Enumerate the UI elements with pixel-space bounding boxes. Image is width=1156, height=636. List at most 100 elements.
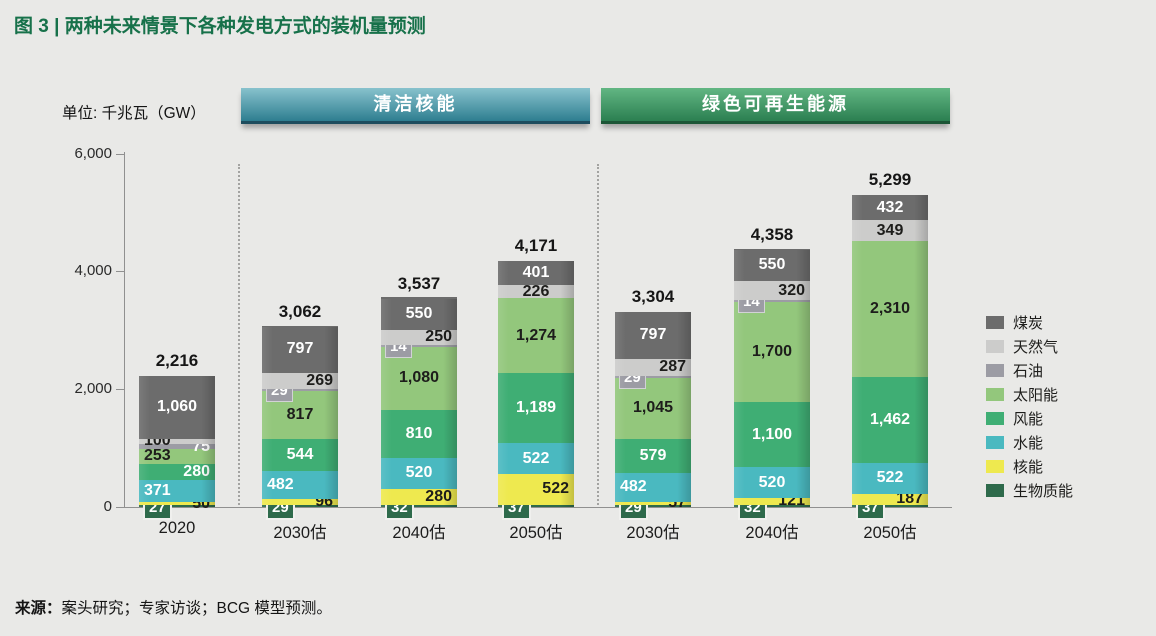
- segment-oil: [262, 388, 338, 391]
- bar-total-label: 4,171: [514, 236, 558, 256]
- segment-label-hydro: 522: [876, 469, 904, 487]
- segment-oil: [734, 300, 810, 303]
- scenario-banner-clean-nuclear: 清洁核能: [241, 88, 590, 124]
- segment-wind: [262, 438, 338, 471]
- legend-label-hydro: 水能: [1013, 434, 1044, 452]
- segment-label-gas: 287: [659, 358, 686, 376]
- scenario-banner-green-label: 绿色可再生能源: [702, 94, 849, 114]
- segment-nuclear: [734, 497, 810, 505]
- x-tick-label: 2020: [158, 519, 196, 537]
- segment-label-solar: 2,310: [869, 299, 911, 317]
- bar-total-label: 3,304: [631, 287, 675, 307]
- segment-label-solar: 1,274: [515, 326, 557, 344]
- x-tick-label: 2030估: [273, 524, 327, 542]
- segment-gas: [381, 329, 457, 345]
- segment-label-coal: 797: [286, 340, 314, 358]
- segment-label-wind: 1,100: [751, 425, 793, 443]
- legend-item-hydro: 水能: [986, 430, 1073, 454]
- segment-hydro: [381, 457, 457, 489]
- legend-swatch-solar: [986, 387, 1004, 401]
- segment-gas: [139, 438, 215, 445]
- segment-label-coal: 1,060: [156, 398, 198, 416]
- legend-swatch-biomass: [986, 483, 1004, 497]
- segment-label-gas: 269: [306, 371, 333, 389]
- legend-swatch-gas: [986, 339, 1004, 353]
- segment-oil: [381, 344, 457, 347]
- stacked-bar: 37 522 522 1,189 1,274 226 401: [498, 261, 574, 520]
- segment-label-hydro: 520: [405, 464, 433, 482]
- segment-biomass: [381, 504, 457, 507]
- segment-solar: [139, 448, 215, 464]
- unit-label: 单位: 千兆瓦（GW）: [62, 105, 206, 122]
- segment-biomass: [139, 504, 215, 507]
- y-axis-line: [124, 152, 125, 507]
- scenario-separator: [597, 164, 599, 505]
- legend-swatch-hydro: [986, 435, 1004, 449]
- segment-nuclear: [852, 493, 928, 505]
- segment-biomass: [852, 504, 928, 507]
- figure-title: 图 3 | 两种未来情景下各种发电方式的装机量预测: [14, 16, 426, 37]
- legend-item-biomass: 生物质能: [986, 478, 1073, 502]
- legend-label-gas: 天然气: [1013, 338, 1059, 356]
- x-tick-label: 2050估: [863, 524, 917, 542]
- segment-gas: [498, 284, 574, 299]
- legend-swatch-oil: [986, 363, 1004, 377]
- segment-solar: [852, 240, 928, 377]
- segment-nuclear: [615, 501, 691, 505]
- segment-label-coal: 401: [522, 264, 550, 282]
- bar-total-label: 3,062: [278, 301, 322, 321]
- segment-gas: [852, 220, 928, 241]
- segment-label-wind: 810: [405, 425, 433, 442]
- legend-item-nuclear: 核能: [986, 454, 1073, 478]
- x-tick-label: 2040估: [745, 524, 799, 542]
- segment-biomass: [262, 504, 338, 507]
- legend-item-coal: 煤炭: [986, 310, 1073, 334]
- segment-label-wind: 1,189: [515, 399, 557, 417]
- segment-wind: [139, 463, 215, 481]
- legend-item-solar: 太阳能: [986, 382, 1073, 406]
- segment-callout-biomass: 37: [502, 494, 531, 520]
- segment-label-gas: 349: [876, 221, 904, 239]
- segment-label-solar: 1,080: [398, 369, 440, 387]
- segment-coal: [262, 326, 338, 373]
- legend-label-wind: 风能: [1013, 410, 1044, 428]
- segment-biomass: [734, 504, 810, 507]
- segment-label-gas: 250: [425, 328, 452, 346]
- legend-swatch-wind: [986, 411, 1004, 425]
- source-prefix: 来源：: [15, 600, 62, 617]
- scenario-banner-green-renewables: 绿色可再生能源: [601, 88, 950, 124]
- source-note: 来源：案头研究；专家访谈；BCG 模型预测。: [15, 596, 332, 618]
- segment-wind: [498, 373, 574, 444]
- segment-gas: [262, 372, 338, 389]
- segment-label-hydro: 482: [620, 478, 647, 496]
- segment-coal: [381, 297, 457, 330]
- segment-label-coal: 797: [639, 326, 667, 344]
- segment-label-hydro: 371: [144, 482, 171, 500]
- scenario-separator: [238, 164, 240, 505]
- segment-label-solar: 1,045: [632, 399, 674, 417]
- segment-label-gas: 226: [522, 282, 550, 300]
- segment-oil: [139, 444, 215, 449]
- legend-label-solar: 太阳能: [1013, 386, 1059, 404]
- segment-hydro: [498, 443, 574, 475]
- stacked-bar: 27 50 371 280 253 75 100 1,060: [139, 376, 215, 520]
- segment-label-hydro: 520: [758, 473, 786, 491]
- segment-wind: [381, 410, 457, 458]
- segment-label-coal: 550: [405, 304, 433, 322]
- segment-gas: [734, 281, 810, 301]
- segment-hydro: [734, 467, 810, 498]
- bar-total-label: 4,358: [750, 225, 794, 245]
- legend-label-oil: 石油: [1013, 362, 1044, 380]
- source-text: 案头研究；专家访谈；BCG 模型预测。: [61, 600, 332, 617]
- segment-coal: [498, 261, 574, 285]
- y-tick-label: 2,000: [74, 380, 112, 398]
- scenario-banner-clean-label: 清洁核能: [373, 94, 458, 114]
- legend-label-nuclear: 核能: [1013, 458, 1044, 476]
- segment-solar: [734, 302, 810, 403]
- y-tick-label: 6,000: [74, 144, 112, 162]
- segment-nuclear: [498, 474, 574, 505]
- segment-hydro: [262, 470, 338, 500]
- legend-swatch-coal: [986, 315, 1004, 329]
